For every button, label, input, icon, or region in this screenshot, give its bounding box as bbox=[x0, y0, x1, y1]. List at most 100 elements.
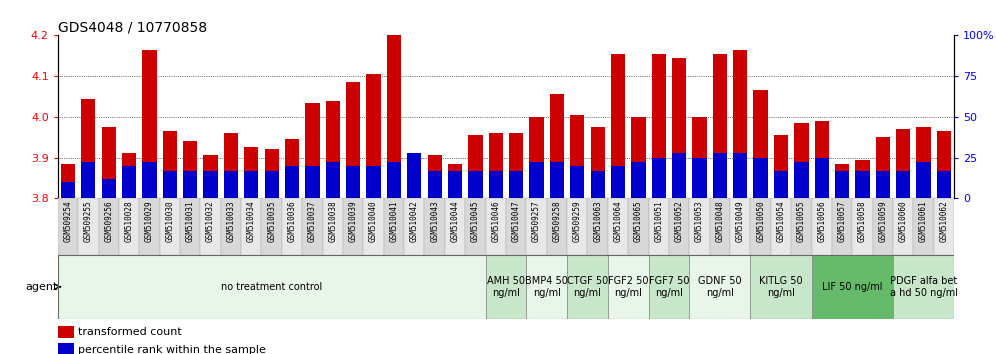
Bar bbox=[285, 139, 299, 198]
Bar bbox=[815, 158, 829, 198]
Text: FGF7 50
ng/ml: FGF7 50 ng/ml bbox=[648, 276, 689, 298]
Bar bbox=[730, 198, 750, 255]
Bar bbox=[58, 198, 78, 255]
Text: GSM510054: GSM510054 bbox=[777, 200, 786, 241]
Text: transformed count: transformed count bbox=[78, 327, 181, 337]
Text: GSM510028: GSM510028 bbox=[124, 200, 133, 241]
Bar bbox=[203, 155, 218, 198]
Bar bbox=[628, 198, 648, 255]
Bar bbox=[383, 198, 404, 255]
Bar bbox=[200, 198, 221, 255]
Bar bbox=[285, 166, 299, 198]
Bar bbox=[326, 162, 340, 198]
Bar bbox=[893, 255, 954, 319]
Bar bbox=[306, 166, 320, 198]
Bar bbox=[448, 171, 462, 198]
Bar bbox=[203, 171, 218, 198]
Text: GSM510039: GSM510039 bbox=[349, 200, 358, 241]
Text: GSM510043: GSM510043 bbox=[430, 200, 439, 241]
Bar bbox=[465, 198, 486, 255]
Text: GSM509254: GSM509254 bbox=[64, 200, 73, 241]
Bar bbox=[224, 171, 238, 198]
Bar bbox=[183, 141, 197, 198]
Text: GSM510062: GSM510062 bbox=[939, 200, 948, 241]
Bar bbox=[835, 171, 850, 198]
Bar bbox=[224, 133, 238, 198]
Bar bbox=[733, 153, 747, 198]
Bar bbox=[424, 198, 445, 255]
Bar bbox=[99, 198, 119, 255]
Text: GSM510058: GSM510058 bbox=[858, 200, 867, 241]
Text: GSM510041: GSM510041 bbox=[389, 200, 398, 241]
Text: GSM510057: GSM510057 bbox=[838, 200, 847, 241]
Text: GSM509259: GSM509259 bbox=[573, 200, 582, 241]
Text: GSM510051: GSM510051 bbox=[654, 200, 663, 241]
Bar bbox=[608, 255, 648, 319]
Bar bbox=[407, 155, 421, 198]
Bar bbox=[102, 127, 116, 198]
Bar bbox=[326, 101, 340, 198]
Bar bbox=[754, 90, 768, 198]
Bar bbox=[367, 166, 380, 198]
Bar bbox=[896, 171, 910, 198]
Bar bbox=[282, 198, 302, 255]
Bar bbox=[733, 50, 747, 198]
Bar bbox=[794, 162, 809, 198]
Text: GSM510050: GSM510050 bbox=[756, 200, 765, 241]
Text: GSM510052: GSM510052 bbox=[674, 200, 683, 241]
Text: GDS4048 / 10770858: GDS4048 / 10770858 bbox=[58, 20, 207, 34]
Bar bbox=[142, 162, 156, 198]
Text: CTGF 50
ng/ml: CTGF 50 ng/ml bbox=[567, 276, 609, 298]
Text: GSM510033: GSM510033 bbox=[226, 200, 235, 241]
Bar bbox=[489, 133, 503, 198]
Bar bbox=[853, 198, 872, 255]
Text: GSM510040: GSM510040 bbox=[370, 200, 378, 241]
Bar bbox=[244, 147, 258, 198]
Bar bbox=[547, 198, 567, 255]
Bar bbox=[404, 198, 424, 255]
Text: AMH 50
ng/ml: AMH 50 ng/ml bbox=[487, 276, 525, 298]
Text: agent: agent bbox=[25, 282, 58, 292]
Bar bbox=[486, 198, 506, 255]
Bar bbox=[139, 198, 159, 255]
Bar bbox=[672, 153, 686, 198]
Bar bbox=[669, 198, 689, 255]
Bar bbox=[937, 131, 951, 198]
Bar bbox=[794, 123, 809, 198]
Text: GSM510053: GSM510053 bbox=[695, 200, 704, 241]
Bar bbox=[608, 198, 628, 255]
Bar bbox=[427, 155, 442, 198]
Bar bbox=[896, 129, 910, 198]
Bar bbox=[713, 54, 727, 198]
Bar bbox=[713, 153, 727, 198]
Bar bbox=[119, 198, 139, 255]
Bar bbox=[102, 179, 116, 198]
Text: GSM510029: GSM510029 bbox=[145, 200, 154, 241]
Bar bbox=[689, 255, 750, 319]
Bar bbox=[61, 164, 75, 198]
Text: BMP4 50
ng/ml: BMP4 50 ng/ml bbox=[525, 276, 568, 298]
Text: LIF 50 ng/ml: LIF 50 ng/ml bbox=[822, 282, 882, 292]
Bar bbox=[427, 171, 442, 198]
Bar bbox=[856, 171, 870, 198]
Text: GSM510063: GSM510063 bbox=[594, 200, 603, 241]
Bar bbox=[611, 166, 625, 198]
Bar bbox=[835, 164, 850, 198]
Bar bbox=[468, 135, 482, 198]
Bar bbox=[58, 343, 74, 354]
Bar bbox=[631, 117, 645, 198]
Bar bbox=[343, 198, 364, 255]
Text: FGF2 50
ng/ml: FGF2 50 ng/ml bbox=[608, 276, 648, 298]
Bar bbox=[526, 255, 567, 319]
Bar bbox=[856, 160, 870, 198]
Bar bbox=[346, 82, 361, 198]
Bar bbox=[61, 182, 75, 198]
Bar bbox=[591, 127, 605, 198]
Bar bbox=[672, 58, 686, 198]
Bar bbox=[489, 171, 503, 198]
Bar bbox=[750, 198, 771, 255]
Bar bbox=[78, 198, 99, 255]
Bar bbox=[122, 166, 136, 198]
Bar bbox=[570, 166, 585, 198]
Bar bbox=[567, 255, 608, 319]
